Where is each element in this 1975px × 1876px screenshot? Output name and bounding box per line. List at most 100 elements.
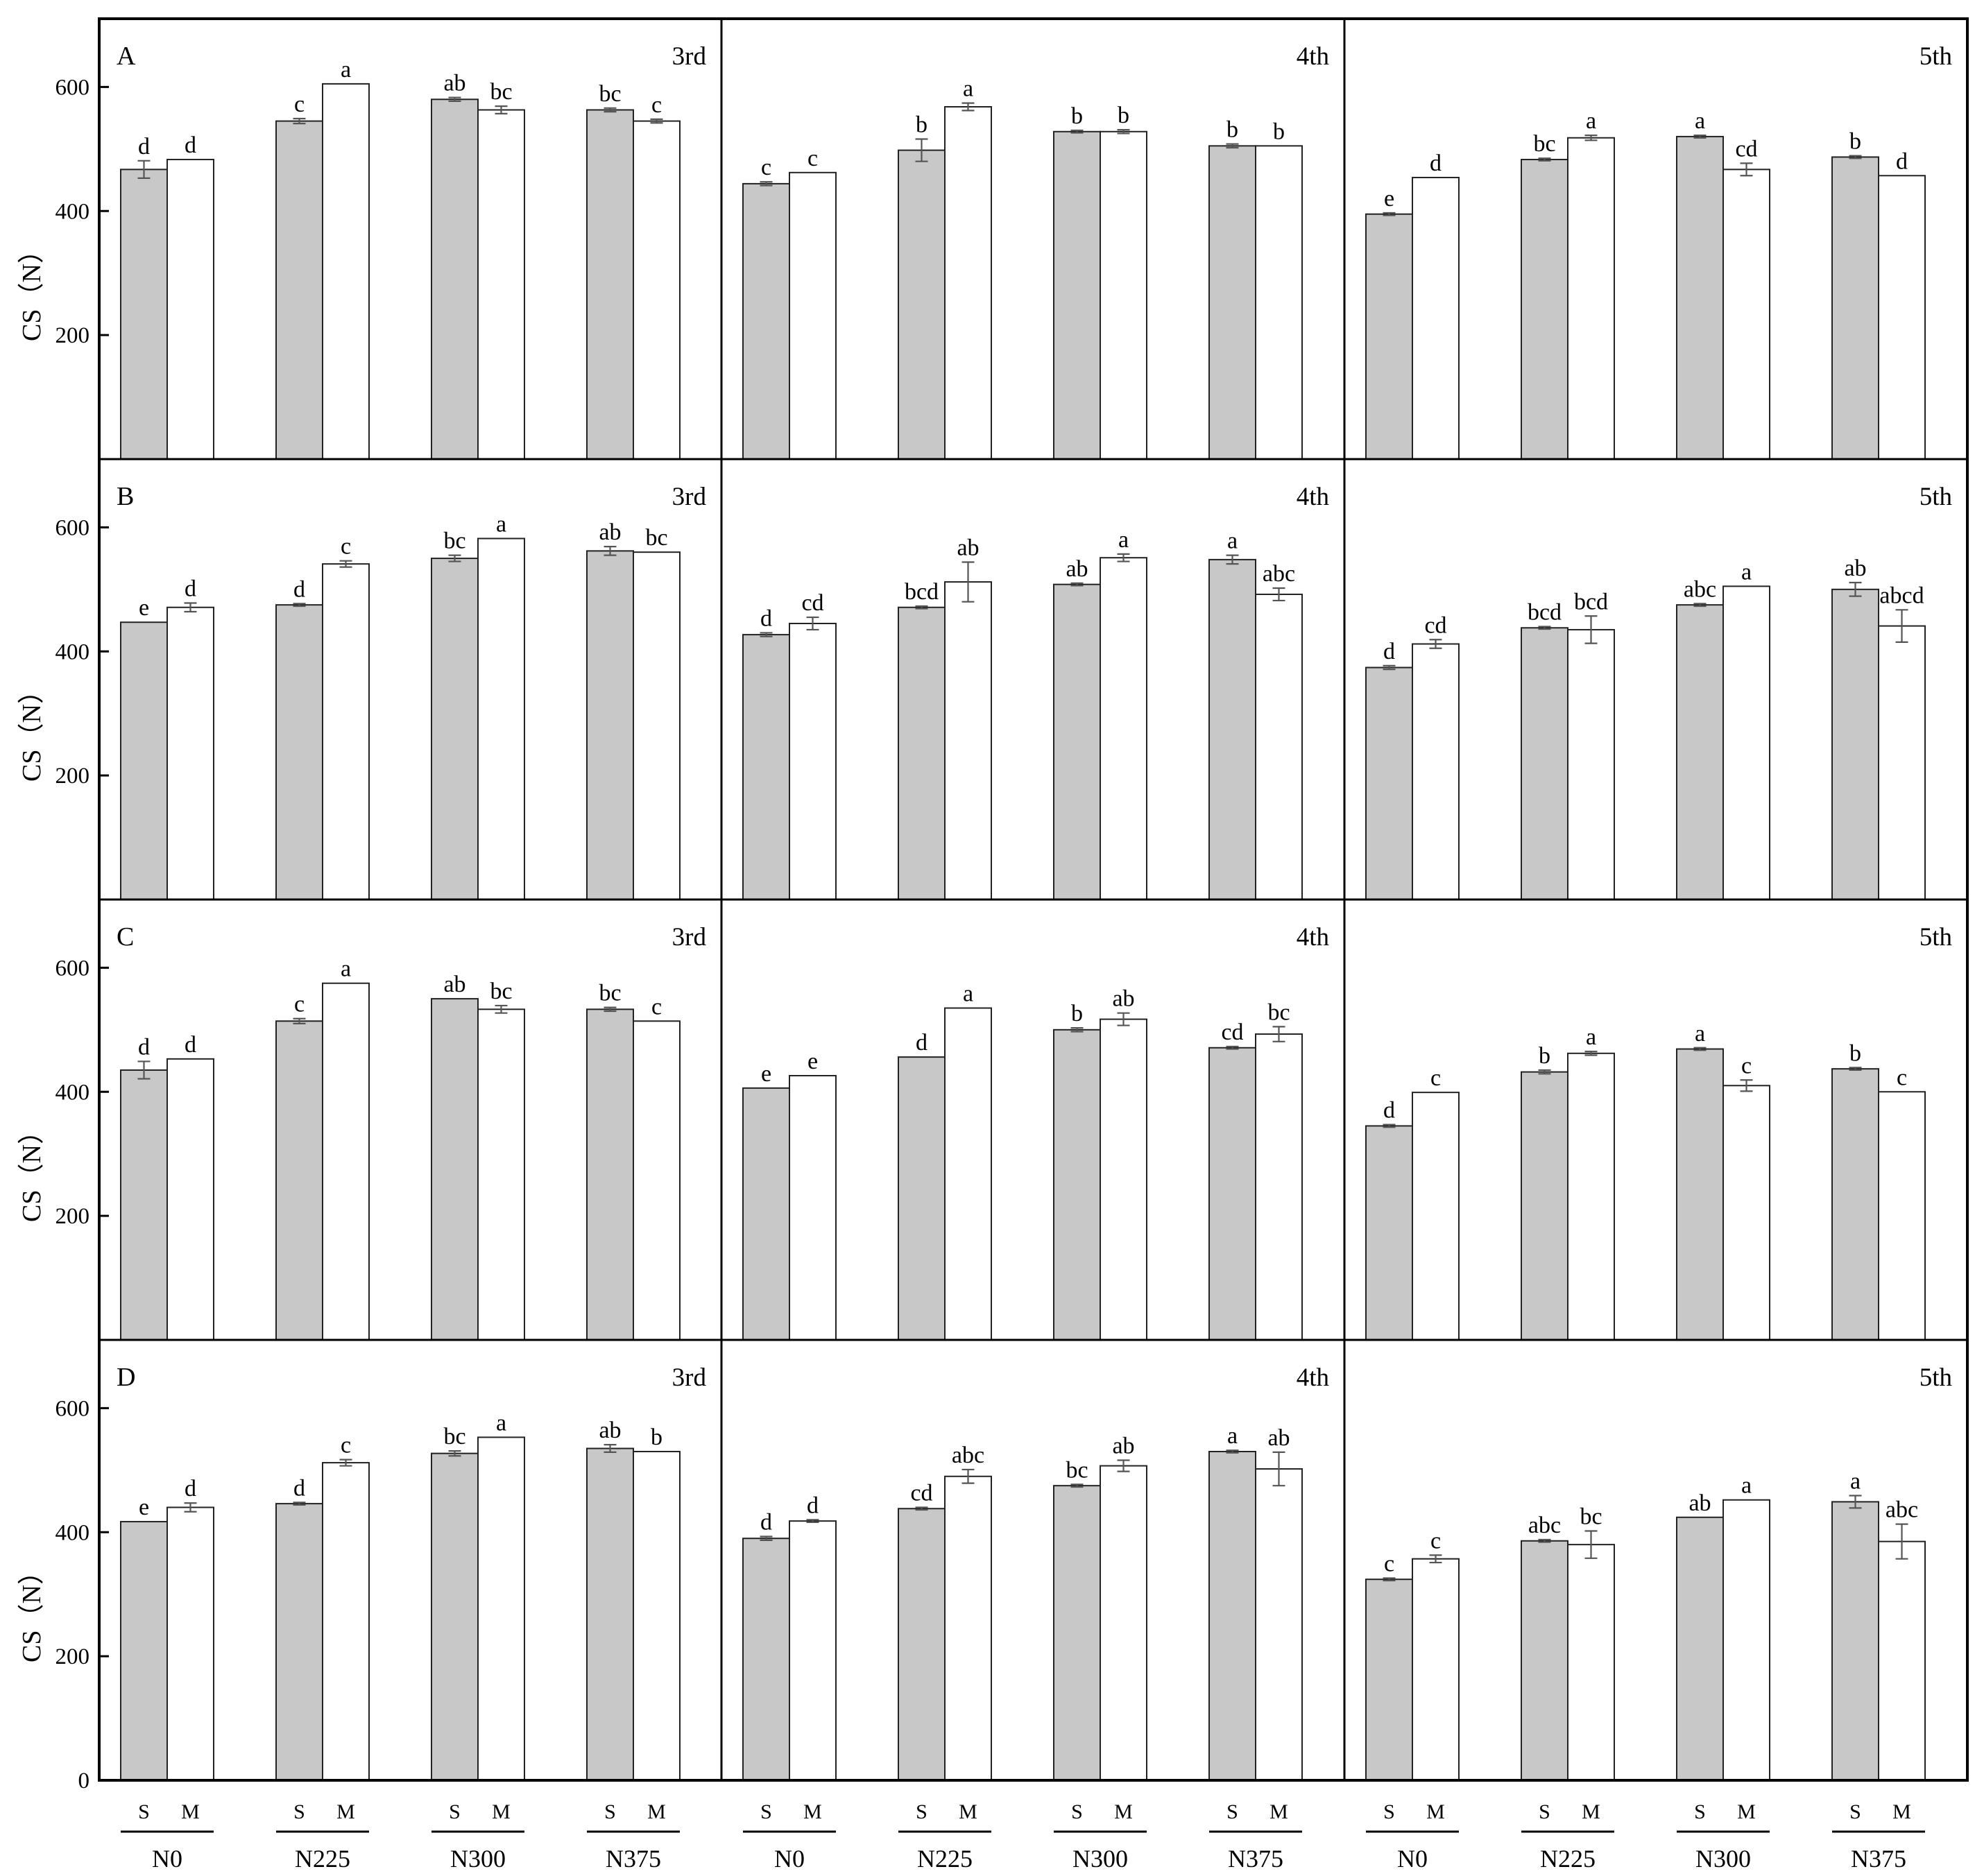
significance-letter: e bbox=[1384, 186, 1394, 212]
bar-m-D-4th-N375 bbox=[1255, 1468, 1303, 1781]
x-group-label-N0: N0 bbox=[152, 1845, 182, 1873]
significance-letter: c bbox=[807, 146, 818, 171]
y-tick-label: 400 bbox=[55, 199, 90, 224]
significance-letter: a bbox=[963, 981, 973, 1007]
bar-s-A-4th-N300 bbox=[1053, 130, 1101, 460]
x-group-label-N300: N300 bbox=[450, 1845, 506, 1873]
bar-m-C-3rd-N375 bbox=[633, 1020, 681, 1341]
x-sub-label-m: M bbox=[1426, 1800, 1445, 1823]
bar-s-C-4th-N0 bbox=[742, 1087, 790, 1341]
bar-m-B-3rd-N300 bbox=[477, 537, 525, 900]
bar-s-C-4th-N300 bbox=[1053, 1029, 1101, 1341]
bar-m-D-4th-N300 bbox=[1100, 1465, 1147, 1782]
significance-letter: d bbox=[760, 1510, 772, 1535]
bar-s-A-3rd-N375 bbox=[586, 109, 634, 460]
x-group-label-N300: N300 bbox=[1695, 1845, 1751, 1873]
significance-letter: c bbox=[761, 155, 771, 180]
x-sub-label-s: S bbox=[138, 1800, 150, 1823]
y-tick-label: 600 bbox=[55, 75, 90, 100]
x-sub-label-m: M bbox=[336, 1800, 355, 1823]
significance-letter: b bbox=[1226, 117, 1238, 143]
significance-letter: a bbox=[496, 511, 506, 537]
y-axis-label: CS（N） bbox=[17, 237, 46, 341]
significance-letter: b bbox=[1539, 1043, 1550, 1069]
x-group-label-N300: N300 bbox=[1072, 1845, 1128, 1873]
bar-s-B-3rd-N375 bbox=[586, 550, 634, 900]
bar-m-B-5th-N300 bbox=[1722, 585, 1770, 901]
bar-s-A-4th-N0 bbox=[742, 182, 790, 460]
bar-m-A-3rd-N0 bbox=[166, 159, 214, 461]
significance-letter: abcd bbox=[1879, 583, 1924, 608]
significance-letter: a bbox=[1118, 527, 1129, 553]
x-sub-label-m: M bbox=[1114, 1800, 1133, 1823]
y-tick-label: 400 bbox=[55, 639, 90, 664]
significance-letter: d bbox=[916, 1030, 927, 1056]
x-group-label-N0: N0 bbox=[774, 1845, 805, 1873]
significance-letter: abc bbox=[1684, 576, 1716, 602]
y-axis-label: CS（N） bbox=[17, 1118, 46, 1222]
x-sub-label-s: S bbox=[1383, 1800, 1395, 1823]
significance-letter: d bbox=[1430, 150, 1442, 176]
significance-letter: bc bbox=[599, 81, 621, 107]
x-group-label-N225: N225 bbox=[1540, 1845, 1596, 1873]
x-sub-label-m: M bbox=[1582, 1800, 1600, 1823]
significance-letter: bc bbox=[599, 981, 621, 1006]
significance-letter: ab bbox=[1688, 1490, 1711, 1516]
significance-letter: e bbox=[761, 1061, 771, 1087]
stage-label-3rd: 3rd bbox=[672, 42, 707, 71]
bar-s-C-3rd-N300 bbox=[431, 998, 479, 1341]
bar-m-A-3rd-N300 bbox=[477, 109, 525, 460]
bar-m-C-3rd-N225 bbox=[322, 982, 370, 1341]
significance-letter: c bbox=[1897, 1065, 1907, 1090]
x-group-label-N375: N375 bbox=[1228, 1845, 1283, 1873]
x-sub-label-m: M bbox=[1737, 1800, 1756, 1823]
y-axis-label: CS（N） bbox=[17, 678, 46, 782]
significance-letter: b bbox=[916, 112, 927, 138]
significance-letter: b bbox=[1849, 1040, 1861, 1066]
significance-letter: ab bbox=[443, 71, 465, 96]
significance-letter: a bbox=[1586, 1024, 1596, 1050]
bar-m-B-3rd-N225 bbox=[322, 563, 370, 900]
stage-label-5th: 5th bbox=[1920, 483, 1953, 511]
stage-label-3rd: 3rd bbox=[672, 1363, 707, 1392]
significance-letter: d bbox=[1383, 639, 1395, 664]
significance-letter: e bbox=[139, 1495, 149, 1520]
significance-letter: abc bbox=[1528, 1513, 1561, 1538]
bar-m-B-3rd-N375 bbox=[633, 551, 681, 900]
bar-s-C-3rd-N225 bbox=[275, 1020, 323, 1341]
significance-letter: d bbox=[1896, 148, 1908, 174]
bar-s-B-4th-N0 bbox=[742, 634, 790, 901]
bar-m-A-5th-N0 bbox=[1412, 176, 1460, 461]
bar-m-C-5th-N225 bbox=[1567, 1052, 1615, 1341]
significance-letter: b bbox=[1118, 103, 1129, 128]
y-tick-label: 600 bbox=[55, 956, 90, 981]
bar-s-C-4th-N375 bbox=[1208, 1047, 1256, 1341]
stage-label-5th: 5th bbox=[1920, 1363, 1953, 1392]
significance-letter: cd bbox=[1221, 1019, 1243, 1045]
significance-letter: ab bbox=[1844, 556, 1866, 581]
bar-m-A-4th-N225 bbox=[944, 106, 992, 460]
bar-m-D-3rd-N300 bbox=[477, 1436, 525, 1782]
panel-letter-B: B bbox=[117, 482, 134, 511]
x-group-label-N375: N375 bbox=[606, 1845, 661, 1873]
x-sub-label-m: M bbox=[647, 1800, 666, 1823]
bar-m-C-5th-N375 bbox=[1878, 1091, 1926, 1341]
significance-letter: c bbox=[294, 92, 305, 117]
significance-letter: ab bbox=[957, 535, 979, 560]
significance-letter: abc bbox=[1263, 561, 1295, 587]
y-tick-label: 200 bbox=[55, 1204, 90, 1229]
bar-s-B-4th-N225 bbox=[898, 606, 946, 901]
bar-s-C-3rd-N375 bbox=[586, 1008, 634, 1341]
stage-label-4th: 4th bbox=[1297, 1363, 1330, 1392]
significance-letter: ab bbox=[599, 519, 621, 545]
bar-m-A-5th-N375 bbox=[1878, 175, 1926, 460]
significance-letter: a bbox=[1586, 108, 1596, 134]
bar-m-B-4th-N300 bbox=[1100, 557, 1147, 900]
significance-letter: bcd bbox=[905, 579, 939, 605]
significance-letter: abc bbox=[952, 1443, 984, 1468]
stage-label-4th: 4th bbox=[1297, 42, 1330, 71]
significance-letter: d bbox=[185, 576, 196, 601]
bar-s-B-5th-N300 bbox=[1676, 604, 1724, 901]
x-group-label-N225: N225 bbox=[295, 1845, 350, 1873]
bar-s-B-5th-N0 bbox=[1365, 666, 1413, 900]
